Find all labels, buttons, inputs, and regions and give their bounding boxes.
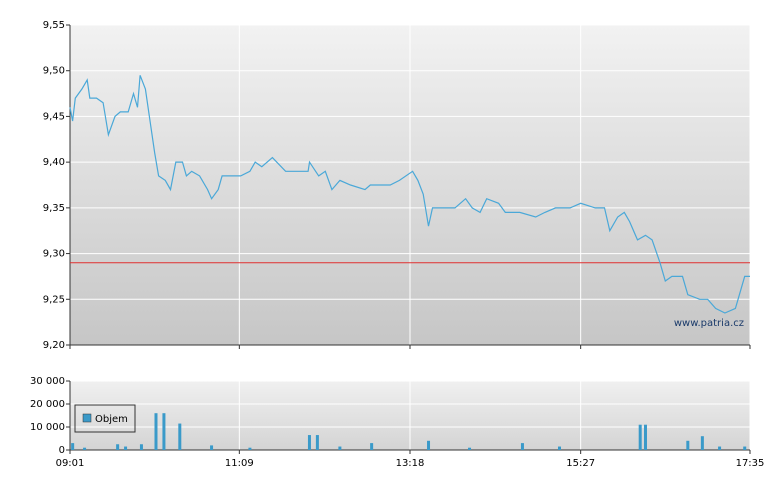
- y-tick-label: 30 000: [30, 376, 65, 387]
- volume-bar: [743, 446, 747, 450]
- x-tick-label: 11:09: [225, 458, 254, 469]
- x-tick-label: 13:18: [396, 458, 425, 469]
- volume-bar: [686, 440, 690, 450]
- volume-bar: [370, 443, 374, 450]
- legend-box: [74, 404, 136, 433]
- y-tick-label: 9,20: [43, 340, 65, 351]
- volume-bar: [248, 447, 252, 450]
- y-tick-label: 9,25: [43, 294, 65, 305]
- volume-bar: [338, 446, 342, 450]
- volume-bar: [700, 436, 704, 450]
- volume-bar: [83, 447, 87, 450]
- y-tick-label: 9,55: [43, 20, 65, 31]
- volume-bar: [139, 444, 143, 450]
- y-tick-label: 9,35: [43, 203, 65, 214]
- legend-label: Objem: [95, 414, 128, 425]
- volume-bar: [116, 444, 120, 450]
- volume-bar: [307, 435, 311, 450]
- x-tick-label: 09:01: [56, 458, 85, 469]
- volume-bar: [162, 413, 166, 450]
- watermark: www.patria.cz: [674, 318, 744, 329]
- y-tick-label: 9,50: [43, 66, 65, 77]
- y-tick-label: 9,30: [43, 249, 65, 260]
- volume-bar: [427, 440, 431, 450]
- x-tick-label: 15:27: [566, 458, 595, 469]
- y-tick-label: 10 000: [30, 422, 65, 433]
- volume-bar: [718, 446, 722, 450]
- y-tick-label: 20 000: [30, 399, 65, 410]
- volume-bar: [638, 424, 642, 450]
- volume-bar: [154, 413, 158, 450]
- volume-bar: [557, 446, 561, 450]
- y-tick-label: 9,45: [43, 111, 65, 122]
- y-tick-label: 9,40: [43, 157, 65, 168]
- volume-bar: [124, 446, 128, 450]
- volume-bar: [468, 447, 472, 450]
- y-tick-label: 0: [59, 445, 65, 456]
- volume-bar: [643, 424, 647, 450]
- volume-bar: [520, 443, 524, 450]
- volume-bar: [71, 443, 75, 450]
- price-line: [69, 75, 750, 314]
- x-tick-label: 17:35: [736, 458, 765, 469]
- legend-swatch: [82, 413, 92, 423]
- volume-bar: [315, 435, 319, 450]
- volume-bar: [210, 445, 214, 450]
- volume-bar: [178, 423, 182, 450]
